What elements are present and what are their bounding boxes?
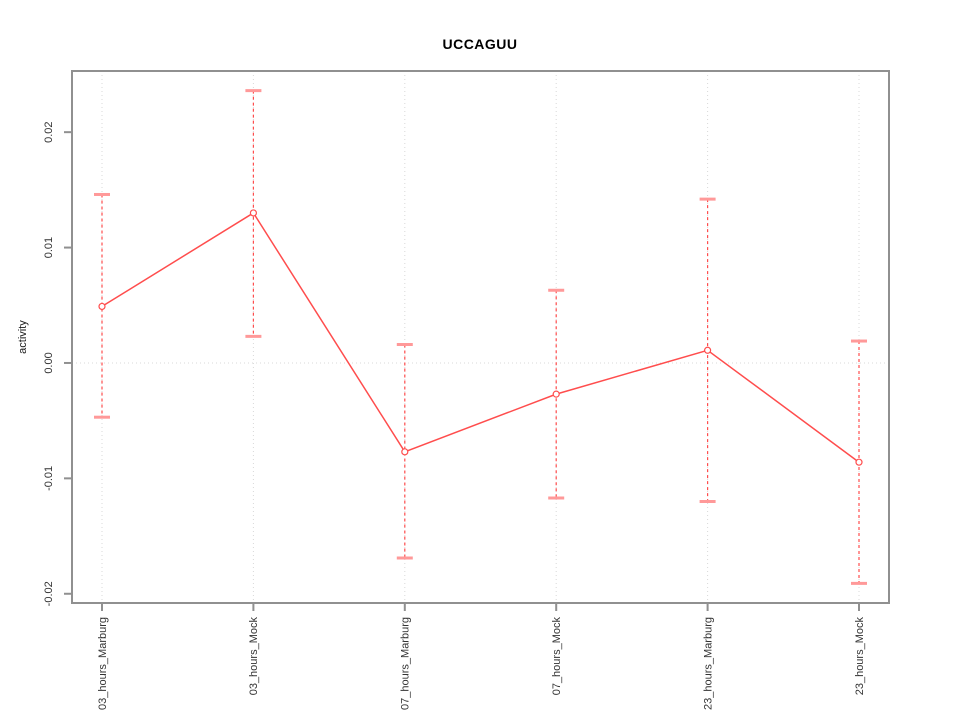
x-axis-tick-label: 23_hours_Mock [854,617,866,696]
x-axis-tick-label: 07_hours_Marburg [400,617,412,710]
data-point [401,448,409,456]
y-axis-tick-label: -0.01 [43,466,55,491]
y-axis-title: activity [17,320,29,354]
y-axis-tick-label: 0.00 [43,352,55,373]
plot-box [71,70,890,604]
data-point [98,302,106,311]
data-point [703,346,712,354]
y-axis-tick-label: 0.01 [43,237,55,258]
x-axis-tick-label: 03_hours_Mock [248,617,260,696]
data-point [249,209,257,217]
x-axis-tick-label: 23_hours_Marburg [702,617,714,710]
data-point [552,390,560,398]
chart-title: UCCAGUU [442,36,518,52]
x-axis-tick-label: 07_hours_Mock [551,617,563,696]
y-axis-tick-label: -0.02 [43,581,55,606]
data-point [855,458,863,466]
x-axis-tick-label: 03_hours_Marburg [97,617,109,710]
y-axis-tick-label: 0.02 [43,121,55,142]
series-line [101,211,860,463]
